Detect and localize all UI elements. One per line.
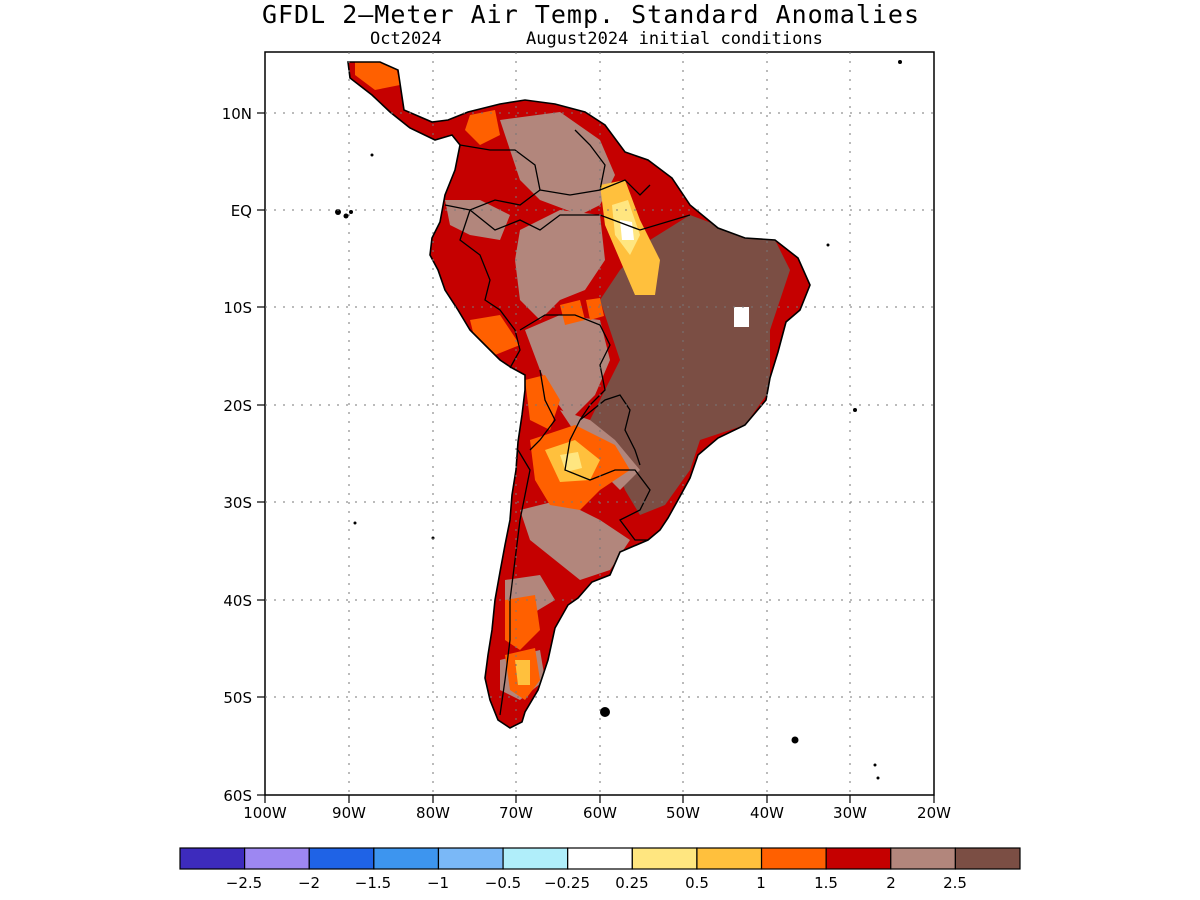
lon-label: 50W — [666, 804, 700, 822]
colorbar-tick-label: 0.25 — [615, 874, 648, 892]
lon-label: 80W — [416, 804, 450, 822]
colorbar-tick-label: 1.5 — [814, 874, 838, 892]
colorbar-tick-label: −1.5 — [355, 874, 391, 892]
lat-label: 50S — [223, 689, 252, 707]
lat-label: 60S — [223, 787, 252, 805]
colorbar-swatch — [631, 847, 698, 870]
forecast-month: Oct2024 — [370, 29, 442, 49]
islands — [335, 60, 902, 780]
longitude-labels: 100W 90W 80W 70W 60W 50W 40W 30W 20W — [243, 804, 951, 822]
axis-ticks — [257, 112, 935, 803]
map-title: GFDL 2—Meter Air Temp. Standard Anomalie… — [261, 0, 921, 29]
lat-label: 20S — [223, 397, 252, 415]
initial-conditions-label: August2024 initial conditions — [526, 29, 823, 49]
lon-label: 70W — [499, 804, 533, 822]
lon-label: 90W — [332, 804, 366, 822]
colorbar-swatch — [308, 847, 375, 870]
colorbar-tick-label: −0.5 — [485, 874, 521, 892]
colorbar-swatch — [890, 847, 956, 870]
colorbar-swatch — [760, 847, 827, 870]
colorbar-tick-label: −2.5 — [226, 874, 262, 892]
colorbar-tick-label: −1 — [427, 874, 449, 892]
lat-label: EQ — [231, 202, 252, 220]
colorbar-swatch — [696, 847, 763, 870]
colorbar-swatch — [437, 847, 504, 870]
colorbar-tick-label: −0.25 — [544, 874, 590, 892]
lon-label: 60W — [583, 804, 617, 822]
colorbar-swatch — [502, 847, 569, 870]
lat-label: 10S — [223, 299, 252, 317]
coastline — [347, 61, 811, 729]
colorbar-swatch — [825, 847, 892, 870]
colorbar — [179, 847, 1021, 870]
lon-label: 100W — [243, 804, 287, 822]
graticule — [265, 52, 934, 795]
latitude-labels: 10N EQ 10S 20S 30S 40S 50S 60S — [222, 105, 252, 805]
colorbar-swatch — [179, 847, 246, 870]
colorbar-labels: −2.5 −2 −1.5 −1 −0.5 −0.25 0.25 0.5 1 1.… — [226, 874, 967, 892]
lat-label: 30S — [223, 494, 252, 512]
colorbar-tick-label: 1 — [756, 874, 766, 892]
colorbar-swatch — [567, 847, 633, 870]
lat-label: 10N — [222, 105, 252, 123]
colorbar-tick-label: 0.5 — [685, 874, 709, 892]
colorbar-tick-label: 2.5 — [943, 874, 967, 892]
colorbar-tick-label: 2 — [886, 874, 896, 892]
lat-label: 40S — [223, 592, 252, 610]
lon-label: 30W — [833, 804, 867, 822]
colorbar-swatch — [954, 847, 1021, 870]
colorbar-tick-label: −2 — [298, 874, 320, 892]
lon-label: 40W — [750, 804, 784, 822]
country-borders — [444, 129, 691, 716]
colorbar-swatch — [244, 847, 310, 870]
lon-label: 20W — [917, 804, 951, 822]
colorbar-swatch — [373, 847, 440, 870]
